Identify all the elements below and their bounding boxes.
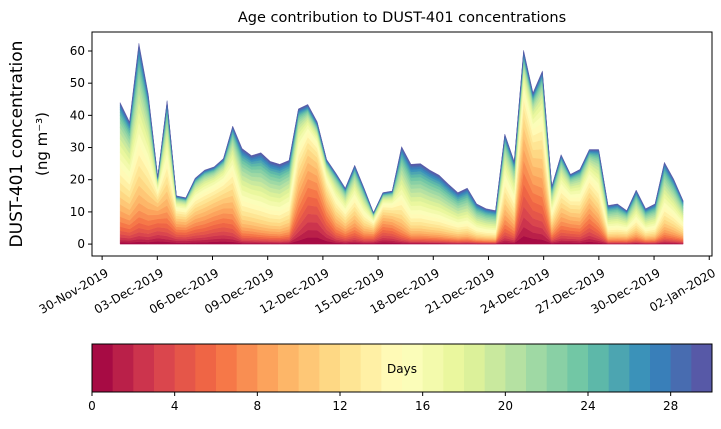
colorbar-tick-label: 8 xyxy=(254,399,262,413)
colorbar-swatch xyxy=(195,344,217,392)
colorbar-swatch xyxy=(381,344,403,392)
colorbar-label: Days xyxy=(387,362,417,376)
y-tick-label: 30 xyxy=(70,141,85,155)
y-tick-label: 20 xyxy=(70,173,85,187)
colorbar-tick-label: 16 xyxy=(415,399,430,413)
colorbar-swatch xyxy=(319,344,341,392)
y-tick-label: 50 xyxy=(70,76,85,90)
colorbar-swatch xyxy=(402,344,424,392)
colorbar-swatch xyxy=(154,344,176,392)
x-axis: 30-Nov-201903-Dec-201906-Dec-201909-Dec-… xyxy=(37,256,718,317)
colorbar-swatch xyxy=(567,344,589,392)
colorbar-swatch xyxy=(340,344,362,392)
y-tick-label: 0 xyxy=(77,237,85,251)
colorbar-swatch xyxy=(174,344,196,392)
colorbar-swatch xyxy=(608,344,630,392)
colorbar-swatch xyxy=(691,344,713,392)
colorbar: 0 4 8 12 16 20 24 28 xyxy=(88,343,713,413)
colorbar-swatch xyxy=(443,344,465,392)
y-axis-label-line1: DUST-401 concentration xyxy=(7,41,27,248)
colorbar-swatch xyxy=(650,344,672,392)
colorbar-swatch xyxy=(546,344,568,392)
colorbar-swatch xyxy=(298,344,320,392)
y-tick-label: 60 xyxy=(70,44,85,58)
colorbar-swatch xyxy=(422,344,444,392)
y-tick-label: 10 xyxy=(70,205,85,219)
colorbar-tick-label: 28 xyxy=(663,399,678,413)
colorbar-tick-label: 0 xyxy=(88,399,96,413)
colorbar-tick-label: 20 xyxy=(498,399,513,413)
colorbar-swatch xyxy=(588,344,610,392)
colorbar-swatch xyxy=(629,344,651,392)
colorbar-swatch xyxy=(670,344,692,392)
colorbar-swatch xyxy=(133,344,155,392)
y-axis-label-line2: (ng m⁻³) xyxy=(33,112,51,176)
colorbar-swatch xyxy=(257,344,279,392)
colorbar-swatch xyxy=(216,344,238,392)
colorbar-swatch xyxy=(505,344,527,392)
y-axis: 0 10 20 30 40 50 60 xyxy=(70,44,92,251)
colorbar-frame xyxy=(91,343,713,393)
colorbar-swatch xyxy=(278,344,300,392)
y-tick-label: 40 xyxy=(70,108,85,122)
colorbar-swatch xyxy=(112,344,134,392)
colorbar-swatch xyxy=(92,344,114,392)
colorbar-swatch xyxy=(464,344,486,392)
age-layer-day-29 xyxy=(119,43,684,214)
colorbar-swatch xyxy=(360,344,382,392)
colorbar-tick-label: 24 xyxy=(580,399,595,413)
colorbar-tick-label: 4 xyxy=(171,399,179,413)
colorbar-tick-label: 12 xyxy=(332,399,347,413)
colorbar-swatch xyxy=(236,344,258,392)
colorbar-swatch xyxy=(484,344,506,392)
chart-title: Age contribution to DUST-401 concentrati… xyxy=(238,10,566,26)
plot-frame xyxy=(91,31,713,257)
stacked-area-layers xyxy=(119,43,684,245)
colorbar-swatch xyxy=(526,344,548,392)
